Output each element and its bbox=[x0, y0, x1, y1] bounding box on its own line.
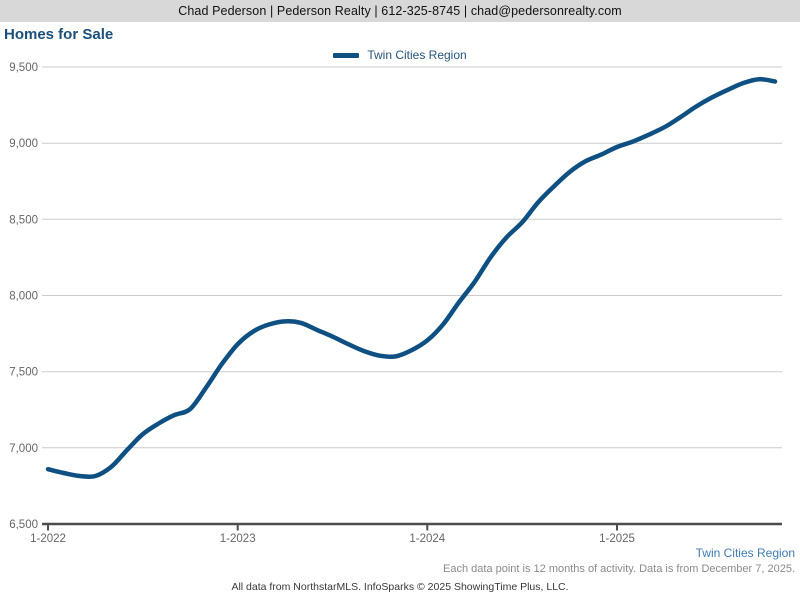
x-axis-label: 1-2024 bbox=[409, 533, 445, 545]
footer-data-note: Each data point is 12 months of activity… bbox=[443, 563, 795, 575]
y-axis-label: 9,500 bbox=[9, 62, 38, 74]
y-axis-label: 7,500 bbox=[9, 367, 38, 379]
footer-attribution: All data from NorthstarMLS. InfoSparks ©… bbox=[231, 581, 569, 593]
legend-series-label: Twin Cities Region bbox=[367, 48, 467, 62]
y-axis-label: 8,000 bbox=[9, 291, 38, 303]
y-axis-label: 7,000 bbox=[9, 443, 38, 455]
y-axis-label: 9,000 bbox=[9, 138, 38, 150]
series-line-twin-cities-region[interactable] bbox=[45, 76, 778, 480]
legend-line-icon bbox=[333, 52, 360, 58]
x-axis-label: 1-2025 bbox=[599, 533, 635, 545]
x-axis-label: 1-2022 bbox=[30, 533, 66, 545]
homes-for-sale-line-chart[interactable]: 6,500 7,000 7,500 8,000 8,500 9,000 9,500 1-202… bbox=[0, 60, 800, 546]
x-axis-label: 1-2023 bbox=[220, 533, 256, 545]
y-axis-label: 6,500 bbox=[9, 519, 38, 531]
page-title: Homes for Sale bbox=[4, 26, 114, 43]
agent-contact-text: Chad Pederson | Pederson Realty | 612-32… bbox=[178, 4, 622, 18]
y-axis-label: 8,500 bbox=[9, 214, 38, 226]
chart-legend[interactable]: Twin Cities Region bbox=[0, 47, 800, 63]
footer-series-label: Twin Cities Region bbox=[695, 546, 795, 560]
agent-contact-header: Chad Pederson | Pederson Realty | 612-32… bbox=[0, 0, 800, 22]
